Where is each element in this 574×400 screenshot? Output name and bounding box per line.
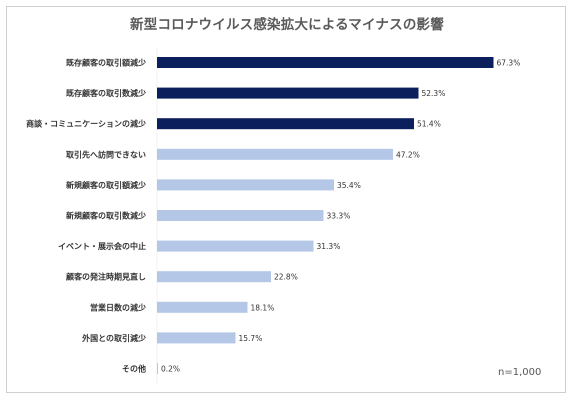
category-label: 取引先へ訪問できない	[66, 149, 146, 159]
sample-size-note: n=1,000	[498, 367, 542, 378]
value-label: 67.3%	[497, 59, 521, 68]
value-label: 18.1%	[251, 303, 275, 312]
bar	[157, 118, 414, 130]
category-label: 既存顧客の取引額減少	[66, 58, 146, 68]
category-label: その他	[122, 364, 146, 374]
bar	[157, 240, 314, 252]
bar	[157, 179, 334, 191]
category-label: 顧客の発注時期見直し	[66, 272, 146, 282]
category-label: 新規顧客の取引額減少	[66, 180, 146, 190]
bar	[157, 301, 248, 313]
value-label: 15.7%	[239, 334, 263, 343]
bar	[157, 210, 324, 221]
category-label: イベント・展示会の中止	[58, 241, 146, 251]
value-label: 33.3%	[327, 212, 351, 221]
category-label: 営業日数の減少	[90, 302, 146, 312]
category-label: 既存顧客の取引数減少	[66, 88, 146, 98]
bar	[157, 271, 271, 283]
category-label: 新規顧客の取引数減少	[66, 211, 146, 221]
category-label: 商談・コミュニケーションの減少	[26, 119, 146, 129]
value-label: 0.2%	[161, 365, 180, 374]
chart-title: 新型コロナウイルス感染拡大によるマイナスの影響	[130, 17, 444, 33]
value-label: 51.4%	[417, 120, 441, 129]
value-label: 35.4%	[337, 181, 361, 190]
value-label: 31.3%	[317, 242, 341, 251]
bar	[157, 57, 494, 68]
value-label: 47.2%	[396, 150, 420, 159]
bar	[157, 363, 158, 374]
chart-frame	[6, 6, 566, 393]
value-label: 22.8%	[274, 273, 298, 282]
value-label: 52.3%	[422, 89, 446, 98]
bar	[157, 148, 393, 160]
bar	[157, 332, 236, 344]
bar	[157, 87, 419, 99]
category-label: 外国との取引減少	[82, 333, 146, 343]
